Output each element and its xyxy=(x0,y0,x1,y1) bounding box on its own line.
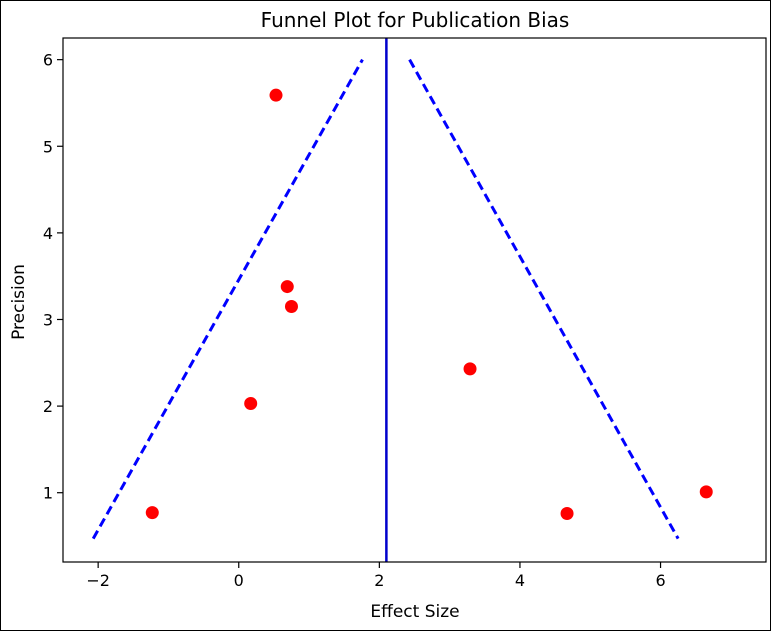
data-point-3 xyxy=(284,299,298,313)
y-tick-label: 2 xyxy=(43,397,53,416)
funnel-line-left xyxy=(91,58,364,540)
funnel-line-right xyxy=(408,58,680,540)
data-point-6 xyxy=(463,362,477,376)
axis-ticks: −2 0 2 4 6 1 2 3 4 5 6 xyxy=(43,51,666,590)
data-point-7 xyxy=(560,506,574,520)
y-tick-label: 3 xyxy=(43,310,53,329)
axes-box xyxy=(62,37,767,563)
plot-area xyxy=(91,38,713,562)
data-point-5 xyxy=(145,506,159,520)
y-tick-label: 1 xyxy=(43,484,53,503)
x-tick-label: −2 xyxy=(86,571,110,590)
x-axis-label: Effect Size xyxy=(370,602,459,622)
data-point-1 xyxy=(269,88,283,102)
chart-title: Funnel Plot for Publication Bias xyxy=(261,8,570,32)
x-tick-label: 4 xyxy=(515,571,525,590)
y-tick-label: 6 xyxy=(43,51,53,70)
y-axis-label: Precision xyxy=(9,264,29,340)
y-tick-label: 4 xyxy=(43,224,53,243)
data-point-8 xyxy=(699,485,713,499)
x-tick-label: 2 xyxy=(374,571,384,590)
x-tick-label: 6 xyxy=(655,571,665,590)
y-tick-label: 5 xyxy=(43,137,53,156)
x-tick-label: 0 xyxy=(234,571,244,590)
data-point-2 xyxy=(280,280,294,294)
data-point-4 xyxy=(244,397,258,411)
